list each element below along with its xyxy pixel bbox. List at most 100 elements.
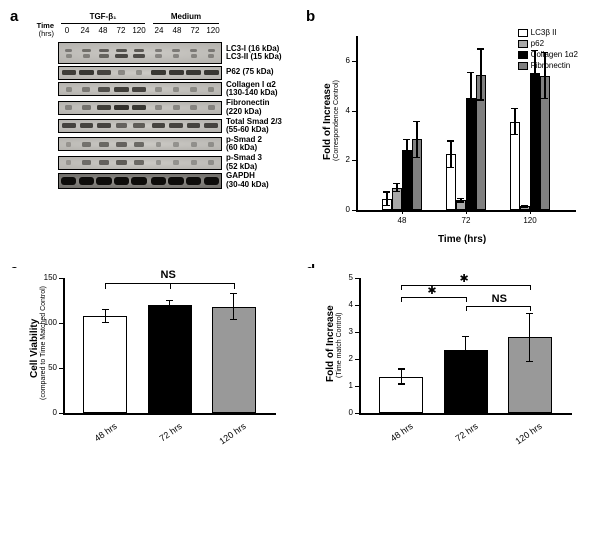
sig-label: NS: [492, 293, 507, 305]
y-axis-title: Fold of Increase: [325, 306, 336, 383]
x-tick: [530, 210, 531, 214]
x-tick-label: 48 hrs: [80, 421, 119, 452]
legend: LC3β IIp62Collagen 1α2Fibronectin: [518, 28, 578, 72]
error-bar: [386, 191, 387, 206]
blot-lane-label: 48: [168, 26, 186, 35]
sig-drop: [466, 306, 467, 311]
x-tick-label: 48: [392, 216, 412, 225]
error-bar: [169, 300, 170, 311]
blot-gel: [58, 137, 222, 151]
error-bar: [524, 205, 525, 208]
x-tick: [402, 210, 403, 214]
blot-lane-label: 120: [204, 26, 222, 35]
y-tick: [352, 61, 356, 62]
x-tick-label: 120 hrs: [505, 421, 544, 452]
blot-row: Fibronectin(220 kDa): [24, 99, 300, 116]
blot-treatment-label: Medium: [150, 12, 222, 21]
blot-lane-label: 24: [76, 26, 94, 35]
panel-b-label: b: [306, 8, 315, 25]
y-axis-subtitle: (compared to Time Matched Control): [40, 286, 47, 400]
error-bar: [233, 293, 234, 320]
blot-row: Total Smad 2/3(55-60 kDa): [24, 118, 300, 135]
error-bar: [105, 309, 106, 323]
error-bar: [480, 48, 481, 100]
y-tick: [59, 323, 63, 324]
error-bar: [450, 140, 451, 167]
legend-item: LC3β II: [518, 28, 578, 37]
y-tick: [355, 305, 359, 306]
blot-gel: [58, 119, 222, 133]
sig-label: ✱: [427, 284, 436, 297]
blot-time-axis-label: Time(hrs): [24, 22, 54, 38]
blot-lane-label: 0: [58, 26, 76, 35]
blot-treatment-underline: [61, 23, 145, 24]
y-axis-subtitle: (Correspondence Control): [333, 80, 340, 161]
error-bar: [514, 108, 515, 135]
sig-drop: [401, 285, 402, 290]
y-axis-title: Fold of Increase: [322, 83, 333, 160]
blot-gel: [58, 156, 222, 170]
error-bar: [529, 313, 530, 362]
y-tick: [352, 160, 356, 161]
sig-drop: [401, 297, 402, 302]
error-bar: [460, 198, 461, 203]
y-tick: [355, 413, 359, 414]
y-tick: [355, 359, 359, 360]
blot-lane-label: 72: [186, 26, 204, 35]
y-tick-label: 6: [330, 56, 350, 65]
y-tick-label: 0: [37, 408, 57, 417]
y-axis: [63, 278, 65, 413]
error-bar: [465, 336, 466, 363]
y-tick-label: 5: [333, 273, 353, 282]
blot-row: p-Smad 3(52 kDa): [24, 154, 300, 171]
blot-row-label: LC3-I (16 kDa)LC3-II (15 kDa): [226, 45, 282, 62]
error-bar: [406, 139, 407, 161]
panel-a-label: a: [10, 8, 18, 25]
x-tick: [466, 210, 467, 214]
blot-row-label: GAPDH(30-40 kDa): [226, 172, 269, 189]
blot-gel: [58, 82, 222, 96]
y-tick: [59, 413, 63, 414]
y-axis-subtitle: (Time match Control): [336, 312, 343, 377]
error-bar: [470, 72, 471, 124]
bar: [83, 316, 127, 413]
blot-treatment-label: TGF-β₁: [58, 12, 148, 21]
error-bar: [396, 183, 397, 192]
sig-drop: [466, 297, 467, 302]
panel-b: b 0246Fold of Increase(Correspondence Co…: [304, 8, 584, 256]
y-axis-title: Cell Viability: [29, 318, 40, 377]
blot-gel: [58, 42, 222, 64]
chart-b: 0246Fold of Increase(Correspondence Cont…: [304, 26, 584, 256]
blot-lane-label: 72: [112, 26, 130, 35]
blot-row-label: p-Smad 2(60 kDa): [226, 136, 262, 153]
x-axis: [63, 413, 276, 415]
sig-drop: [530, 285, 531, 290]
y-tick-label: 4: [333, 300, 353, 309]
sig-drop: [234, 283, 235, 289]
y-tick: [355, 332, 359, 333]
y-tick: [59, 278, 63, 279]
y-tick: [352, 210, 356, 211]
blot-lane-labels: 0244872120244872120: [58, 26, 222, 35]
sig-drop: [170, 283, 171, 289]
x-tick-label: 72 hrs: [145, 421, 184, 452]
y-tick-label: 150: [37, 273, 57, 282]
western-blot: Time(hrs)TGF-β₁Medium0244872120244872120…: [8, 8, 300, 189]
y-tick-label: 0: [333, 408, 353, 417]
bar: [148, 305, 192, 413]
blot-gel: [58, 173, 222, 189]
blot-treatment-underline: [153, 23, 219, 24]
error-bar: [416, 121, 417, 158]
sig-label: ✱: [460, 272, 469, 285]
blot-gel: [58, 101, 222, 115]
chart-d: 012345Fold of Increase(Time match Contro…: [304, 268, 584, 453]
blot-lane-label: 48: [94, 26, 112, 35]
y-tick-label: 0: [330, 205, 350, 214]
sig-drop: [530, 306, 531, 311]
x-tick-label: 72 hrs: [441, 421, 480, 452]
x-axis: [359, 413, 572, 415]
blot-lane-label: 24: [150, 26, 168, 35]
blot-row-label: P62 (75 kDa): [226, 68, 274, 76]
chart-c: 050100150Cell Viability(compared to Time…: [8, 268, 288, 453]
x-tick-label: 120: [520, 216, 540, 225]
